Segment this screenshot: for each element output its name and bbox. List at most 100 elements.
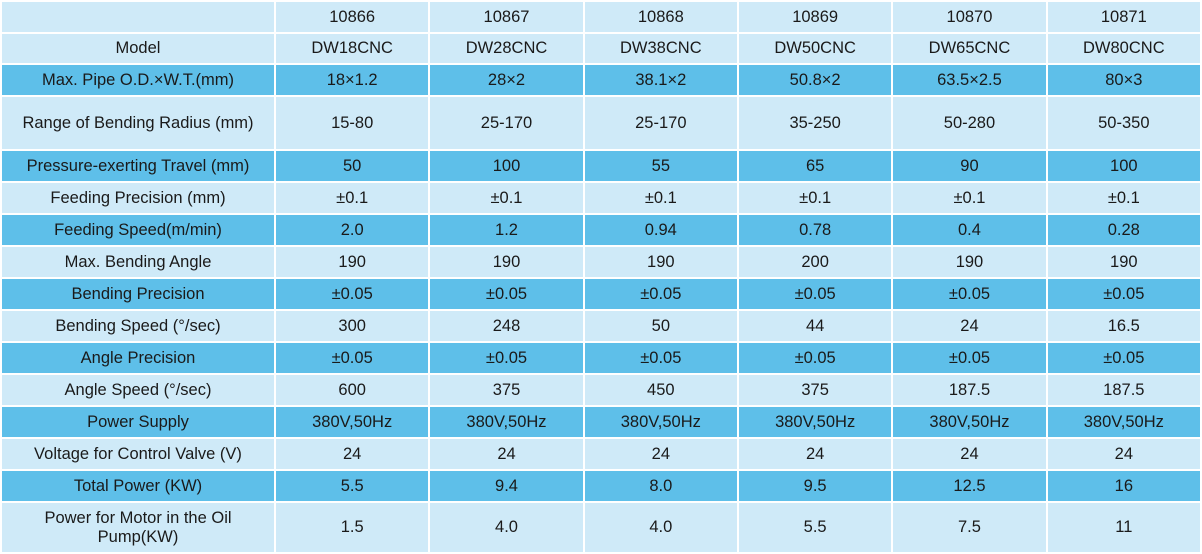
spec-value: 16.5 bbox=[1045, 309, 1202, 343]
spec-value: 50 bbox=[273, 149, 431, 183]
row-label: Voltage for Control Valve (V) bbox=[0, 437, 276, 471]
spec-value: 24 bbox=[273, 437, 431, 471]
spec-value: 100 bbox=[428, 149, 585, 183]
spec-value: 44 bbox=[736, 309, 894, 343]
spec-value: 35-250 bbox=[736, 95, 894, 151]
spec-value: 187.5 bbox=[1045, 373, 1202, 407]
header-cell: 10870 bbox=[891, 0, 1048, 34]
spec-value: 24 bbox=[736, 437, 894, 471]
spec-value: 190 bbox=[273, 245, 431, 279]
spec-value: 380V,50Hz bbox=[891, 405, 1048, 439]
spec-value: 380V,50Hz bbox=[273, 405, 431, 439]
spec-value: 24 bbox=[582, 437, 739, 471]
spec-value: DW18CNC bbox=[273, 32, 431, 65]
spec-value: 4.0 bbox=[428, 501, 585, 554]
spec-value: 16 bbox=[1045, 469, 1202, 503]
spec-value: 25-170 bbox=[428, 95, 585, 151]
table-row: Range of Bending Radius (mm) 15-80 25-170 2… bbox=[0, 95, 1202, 151]
table-row: Angle Speed (°/sec) 600 375 450 375 187.5 187.… bbox=[0, 373, 1202, 407]
spec-value: 380V,50Hz bbox=[428, 405, 585, 439]
spec-value: 190 bbox=[891, 245, 1048, 279]
spec-value: DW65CNC bbox=[891, 32, 1048, 65]
spec-value: ±0.1 bbox=[736, 181, 894, 215]
spec-value: DW38CNC bbox=[582, 32, 739, 65]
spec-value: 7.5 bbox=[891, 501, 1048, 554]
spec-value: 24 bbox=[891, 437, 1048, 471]
spec-value: 9.4 bbox=[428, 469, 585, 503]
spec-value: 4.0 bbox=[582, 501, 739, 554]
spec-value: 15-80 bbox=[273, 95, 431, 151]
spec-value: ±0.05 bbox=[273, 341, 431, 375]
spec-value: 380V,50Hz bbox=[1045, 405, 1202, 439]
spec-value: 0.28 bbox=[1045, 213, 1202, 247]
table-row: Feeding Precision (mm) ±0.1 ±0.1 ±0.1 ±0.1 ±0… bbox=[0, 181, 1202, 215]
spec-value: 375 bbox=[428, 373, 585, 407]
header-cell: 10868 bbox=[582, 0, 739, 34]
spec-value: 200 bbox=[736, 245, 894, 279]
table-row: Feeding Speed(m/min) 2.0 1.2 0.94 0.78 0.4 0.2… bbox=[0, 213, 1202, 247]
table-row: Max. Bending Angle 190 190 190 200 190 190 bbox=[0, 245, 1202, 279]
spec-value: 0.94 bbox=[582, 213, 739, 247]
row-label: Max. Bending Angle bbox=[0, 245, 276, 279]
spec-value: 1.5 bbox=[273, 501, 431, 554]
row-label: Total Power (KW) bbox=[0, 469, 276, 503]
header-cell: 10871 bbox=[1045, 0, 1202, 34]
table-row: Bending Speed (°/sec) 300 248 50 44 24 16.5 bbox=[0, 309, 1202, 343]
spec-value: 300 bbox=[273, 309, 431, 343]
spec-value: ±0.05 bbox=[1045, 341, 1202, 375]
spec-value: DW28CNC bbox=[428, 32, 585, 65]
table-row: Angle Precision ±0.05 ±0.05 ±0.05 ±0.05 ±0.05… bbox=[0, 341, 1202, 375]
row-label: Bending Speed (°/sec) bbox=[0, 309, 276, 343]
spec-value: 25-170 bbox=[582, 95, 739, 151]
spec-value: 380V,50Hz bbox=[736, 405, 894, 439]
spec-value: 55 bbox=[582, 149, 739, 183]
spec-value: 12.5 bbox=[891, 469, 1048, 503]
spec-value: ±0.05 bbox=[1045, 277, 1202, 311]
spec-value: 2.0 bbox=[273, 213, 431, 247]
table-row: Power Supply 380V,50Hz 380V,50Hz 380V,50Hz 3… bbox=[0, 405, 1202, 439]
row-label: Feeding Speed(m/min) bbox=[0, 213, 276, 247]
spec-value: 375 bbox=[736, 373, 894, 407]
spec-value: ±0.05 bbox=[736, 277, 894, 311]
table-row: Voltage for Control Valve (V) 24 24 24 24 24 2… bbox=[0, 437, 1202, 471]
row-label: Angle Speed (°/sec) bbox=[0, 373, 276, 407]
spec-value: 5.5 bbox=[736, 501, 894, 554]
row-label: Model bbox=[0, 32, 276, 65]
spec-value: 24 bbox=[891, 309, 1048, 343]
header-cell: 10866 bbox=[273, 0, 431, 34]
header-cell: 10869 bbox=[736, 0, 894, 34]
spec-value: 100 bbox=[1045, 149, 1202, 183]
spec-value: 190 bbox=[1045, 245, 1202, 279]
table-row: Total Power (KW) 5.5 9.4 8.0 9.5 12.5 16 bbox=[0, 469, 1202, 503]
spec-value: ±0.1 bbox=[1045, 181, 1202, 215]
spec-value: ±0.05 bbox=[428, 341, 585, 375]
spec-value: DW80CNC bbox=[1045, 32, 1202, 65]
spec-value: ±0.1 bbox=[891, 181, 1048, 215]
spec-value: 18×1.2 bbox=[273, 63, 431, 97]
spec-value: ±0.05 bbox=[582, 277, 739, 311]
spec-value: 0.78 bbox=[736, 213, 894, 247]
row-label: Power Supply bbox=[0, 405, 276, 439]
spec-value: 9.5 bbox=[736, 469, 894, 503]
row-label: Bending Precision bbox=[0, 277, 276, 311]
table-row: Model DW18CNC DW28CNC DW38CNC DW50CNC DW65CNC… bbox=[0, 32, 1202, 65]
table-row: Max. Pipe O.D.×W.T.(mm) 18×1.2 28×2 38.1×2 5… bbox=[0, 63, 1202, 97]
table-row: Bending Precision ±0.05 ±0.05 ±0.05 ±0.05 ±0.… bbox=[0, 277, 1202, 311]
spec-value: 50 bbox=[582, 309, 739, 343]
spec-value: 380V,50Hz bbox=[582, 405, 739, 439]
spec-value: 8.0 bbox=[582, 469, 739, 503]
spec-value: ±0.1 bbox=[273, 181, 431, 215]
table-row: Pressure-exerting Travel (mm) 50 100 55 65 90… bbox=[0, 149, 1202, 183]
header-cell: 10867 bbox=[428, 0, 585, 34]
spec-value: 50-350 bbox=[1045, 95, 1202, 151]
spec-value: 50-280 bbox=[891, 95, 1048, 151]
row-label: Angle Precision bbox=[0, 341, 276, 375]
spec-value: 190 bbox=[582, 245, 739, 279]
table-row: 10866 10867 10868 10869 10870 10871 bbox=[0, 0, 1202, 34]
spec-value: ±0.05 bbox=[428, 277, 585, 311]
row-label: Power for Motor in the Oil Pump(KW) bbox=[0, 501, 276, 554]
spec-value: 38.1×2 bbox=[582, 63, 739, 97]
row-label: Max. Pipe O.D.×W.T.(mm) bbox=[0, 63, 276, 97]
